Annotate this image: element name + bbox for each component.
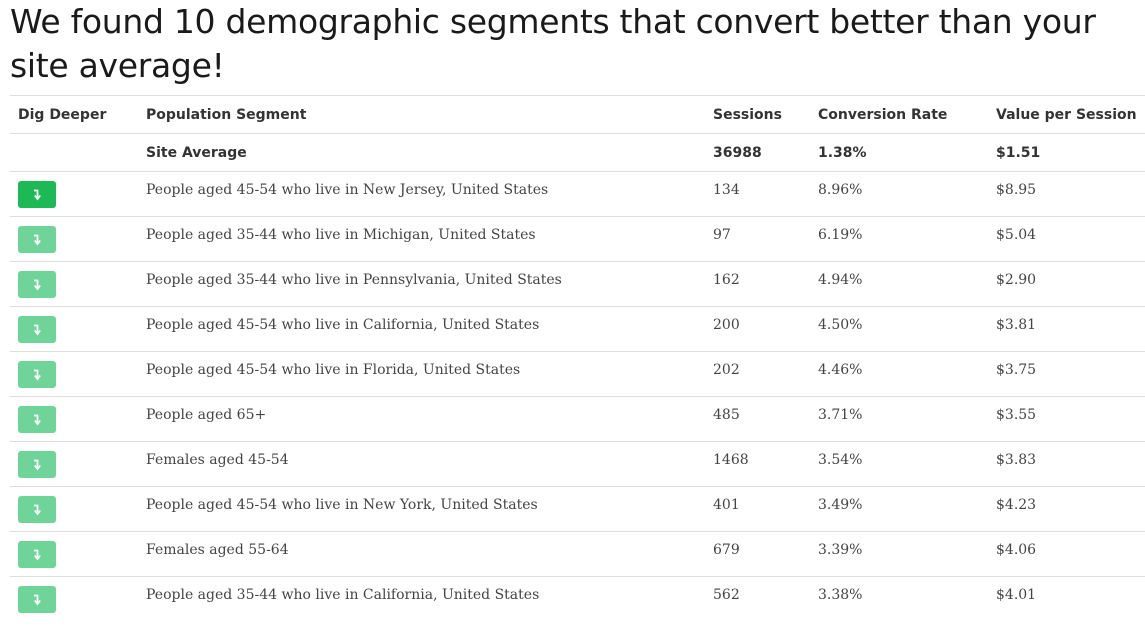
dig-deeper-button[interactable] (18, 181, 56, 208)
segment-name: People aged 65+ (138, 396, 705, 442)
segment-row: People aged 45-54 who live in New Jersey… (10, 171, 1145, 217)
segment-sessions: 485 (705, 396, 810, 442)
segments-table: Dig Deeper Population Segment Sessions C… (10, 95, 1145, 621)
arrow-turn-down-icon (34, 189, 41, 201)
site-average-value-per-session: $1.51 (988, 133, 1145, 172)
arrow-turn-down-icon (34, 324, 41, 336)
segment-row: People aged 45-54 who live in Florida, U… (10, 351, 1145, 397)
segment-conversion-rate: 3.39% (810, 531, 988, 577)
dig-deeper-cell (10, 261, 138, 307)
segment-name: People aged 45-54 who live in California… (138, 306, 705, 352)
segment-conversion-rate: 4.46% (810, 351, 988, 397)
segment-value-per-session: $3.81 (988, 306, 1145, 352)
site-average-row: Site Average 36988 1.38% $1.51 (10, 133, 1145, 172)
segment-row: People aged 65+ 485 3.71% $3.55 (10, 396, 1145, 442)
segment-name: People aged 45-54 who live in Florida, U… (138, 351, 705, 397)
dig-deeper-cell (10, 306, 138, 352)
segment-conversion-rate: 8.96% (810, 171, 988, 217)
arrow-turn-down-icon (34, 594, 41, 606)
dig-deeper-button[interactable] (18, 271, 56, 298)
segment-name: People aged 35-44 who live in California… (138, 576, 705, 621)
column-header-segment: Population Segment (138, 95, 705, 134)
dig-deeper-button[interactable] (18, 496, 56, 523)
segment-value-per-session: $3.83 (988, 441, 1145, 487)
dig-deeper-button[interactable] (18, 406, 56, 433)
segment-name: Females aged 45-54 (138, 441, 705, 487)
site-average-sessions: 36988 (705, 133, 810, 172)
segment-sessions: 401 (705, 486, 810, 532)
dig-deeper-cell (10, 576, 138, 621)
dig-deeper-cell (10, 351, 138, 397)
segment-sessions: 562 (705, 576, 810, 621)
arrow-turn-down-icon (34, 234, 41, 246)
column-header-dig-deeper: Dig Deeper (10, 95, 138, 134)
segment-row: Females aged 45-54 1468 3.54% $3.83 (10, 441, 1145, 487)
segment-sessions: 134 (705, 171, 810, 217)
segment-row: People aged 45-54 who live in New York, … (10, 486, 1145, 532)
segment-sessions: 202 (705, 351, 810, 397)
segment-conversion-rate: 3.38% (810, 576, 988, 621)
column-header-sessions: Sessions (705, 95, 810, 134)
segment-value-per-session: $4.06 (988, 531, 1145, 577)
segment-name: People aged 45-54 who live in New York, … (138, 486, 705, 532)
segment-row: People aged 35-44 who live in Pennsylvan… (10, 261, 1145, 307)
column-header-value-per-session: Value per Session (988, 95, 1145, 134)
segment-row: People aged 45-54 who live in California… (10, 306, 1145, 352)
segment-conversion-rate: 6.19% (810, 216, 988, 262)
arrow-turn-down-icon (34, 279, 41, 291)
segment-conversion-rate: 4.94% (810, 261, 988, 307)
segment-row: People aged 35-44 who live in Michigan, … (10, 216, 1145, 262)
segment-name: People aged 45-54 who live in New Jersey… (138, 171, 705, 217)
segment-row: People aged 35-44 who live in California… (10, 576, 1145, 621)
segment-conversion-rate: 3.71% (810, 396, 988, 442)
dig-deeper-cell (10, 531, 138, 577)
segment-sessions: 200 (705, 306, 810, 352)
segment-sessions: 97 (705, 216, 810, 262)
dig-deeper-button[interactable] (18, 451, 56, 478)
dig-deeper-button[interactable] (18, 586, 56, 613)
arrow-turn-down-icon (34, 549, 41, 561)
segment-conversion-rate: 3.49% (810, 486, 988, 532)
segment-value-per-session: $3.75 (988, 351, 1145, 397)
segment-value-per-session: $4.01 (988, 576, 1145, 621)
segment-sessions: 162 (705, 261, 810, 307)
segment-conversion-rate: 4.50% (810, 306, 988, 352)
dig-deeper-button[interactable] (18, 361, 56, 388)
segment-sessions: 679 (705, 531, 810, 577)
segment-conversion-rate: 3.54% (810, 441, 988, 487)
dig-deeper-button[interactable] (18, 226, 56, 253)
segment-row: Females aged 55-64 679 3.39% $4.06 (10, 531, 1145, 577)
arrow-turn-down-icon (34, 369, 41, 381)
segment-value-per-session: $5.04 (988, 216, 1145, 262)
segment-value-per-session: $8.95 (988, 171, 1145, 217)
segment-name: People aged 35-44 who live in Pennsylvan… (138, 261, 705, 307)
arrow-turn-down-icon (34, 459, 41, 471)
dig-deeper-button[interactable] (18, 316, 56, 343)
arrow-turn-down-icon (34, 504, 41, 516)
segment-name: People aged 35-44 who live in Michigan, … (138, 216, 705, 262)
segment-value-per-session: $2.90 (988, 261, 1145, 307)
site-average-label: Site Average (138, 133, 705, 172)
dig-deeper-cell (10, 396, 138, 442)
dig-deeper-cell (10, 216, 138, 262)
dig-deeper-cell (10, 441, 138, 487)
table-header-row: Dig Deeper Population Segment Sessions C… (10, 95, 1145, 134)
page-headline: We found 10 demographic segments that co… (10, 2, 1096, 85)
segment-sessions: 1468 (705, 441, 810, 487)
segment-value-per-session: $4.23 (988, 486, 1145, 532)
dig-deeper-cell (10, 171, 138, 217)
segment-name: Females aged 55-64 (138, 531, 705, 577)
dig-deeper-cell (10, 486, 138, 532)
segment-value-per-session: $3.55 (988, 396, 1145, 442)
site-average-conversion-rate: 1.38% (810, 133, 988, 172)
dig-deeper-button[interactable] (18, 541, 56, 568)
arrow-turn-down-icon (34, 414, 41, 426)
column-header-conversion-rate: Conversion Rate (810, 95, 988, 134)
site-average-dig-cell (10, 133, 138, 172)
